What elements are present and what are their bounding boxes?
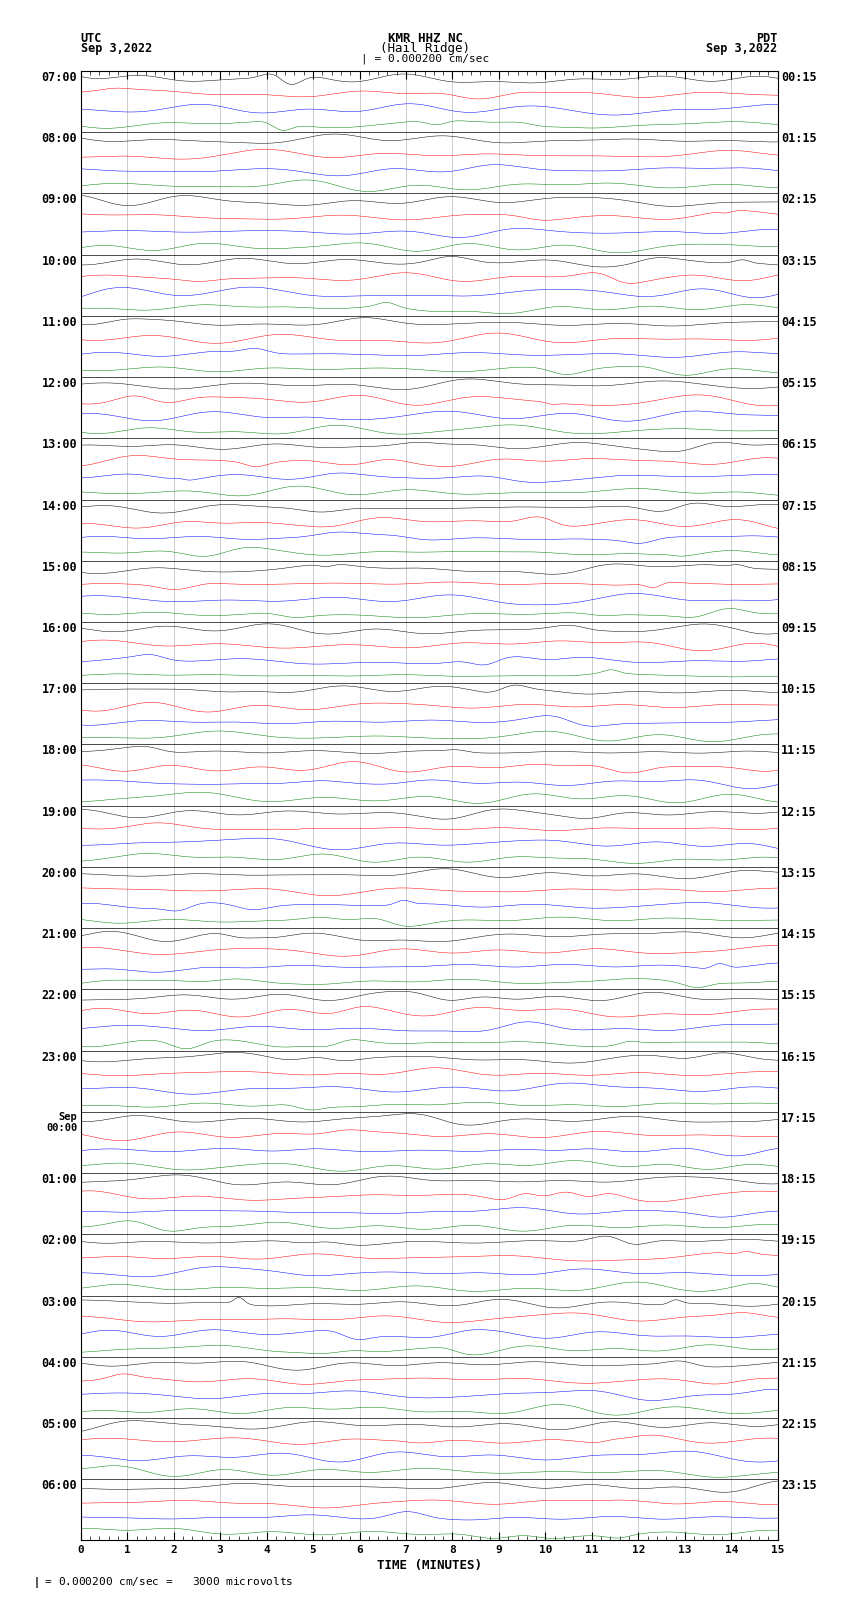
Text: 10:00: 10:00	[42, 255, 77, 268]
Text: UTC: UTC	[81, 32, 102, 45]
Text: 01:00: 01:00	[42, 1173, 77, 1186]
Text: | = 0.000200 cm/sec: | = 0.000200 cm/sec	[361, 53, 489, 65]
Text: 06:15: 06:15	[781, 439, 817, 452]
Text: 16:00: 16:00	[42, 623, 77, 636]
Text: 00:15: 00:15	[781, 71, 817, 84]
Text: 12:15: 12:15	[781, 806, 817, 819]
Text: 17:00: 17:00	[42, 684, 77, 697]
Text: 18:00: 18:00	[42, 745, 77, 758]
Text: 22:15: 22:15	[781, 1418, 817, 1431]
Text: 13:15: 13:15	[781, 866, 817, 881]
Text: 11:00: 11:00	[42, 316, 77, 329]
Text: 23:00: 23:00	[42, 1050, 77, 1063]
Text: 03:00: 03:00	[42, 1295, 77, 1308]
Text: 06:00: 06:00	[42, 1479, 77, 1492]
Text: 17:15: 17:15	[781, 1111, 817, 1124]
Text: 04:15: 04:15	[781, 316, 817, 329]
Text: 03:15: 03:15	[781, 255, 817, 268]
Text: 19:00: 19:00	[42, 806, 77, 819]
Text: 19:15: 19:15	[781, 1234, 817, 1247]
Text: 01:15: 01:15	[781, 132, 817, 145]
Text: 10:15: 10:15	[781, 684, 817, 697]
Text: 14:15: 14:15	[781, 927, 817, 940]
Text: 11:15: 11:15	[781, 745, 817, 758]
Text: 02:15: 02:15	[781, 194, 817, 206]
Text: 21:00: 21:00	[42, 927, 77, 940]
Text: 08:00: 08:00	[42, 132, 77, 145]
Text: 20:00: 20:00	[42, 866, 77, 881]
Text: 21:15: 21:15	[781, 1357, 817, 1369]
X-axis label: TIME (MINUTES): TIME (MINUTES)	[377, 1560, 482, 1573]
Text: 23:15: 23:15	[781, 1479, 817, 1492]
Text: 14:00: 14:00	[42, 500, 77, 513]
Text: 05:15: 05:15	[781, 377, 817, 390]
Text: 09:15: 09:15	[781, 623, 817, 636]
Text: 15:15: 15:15	[781, 989, 817, 1002]
Text: 20:15: 20:15	[781, 1295, 817, 1308]
Text: Sep 3,2022: Sep 3,2022	[706, 42, 778, 55]
Text: $\mathbf{|}$ = 0.000200 cm/sec =   3000 microvolts: $\mathbf{|}$ = 0.000200 cm/sec = 3000 mi…	[34, 1576, 293, 1590]
Text: 07:15: 07:15	[781, 500, 817, 513]
Text: Sep 3,2022: Sep 3,2022	[81, 42, 152, 55]
Text: 22:00: 22:00	[42, 989, 77, 1002]
Text: 05:00: 05:00	[42, 1418, 77, 1431]
Text: 16:15: 16:15	[781, 1050, 817, 1063]
Text: 07:00: 07:00	[42, 71, 77, 84]
Text: KMR HHZ NC: KMR HHZ NC	[388, 32, 462, 45]
Text: PDT: PDT	[756, 32, 778, 45]
Text: Sep
00:00: Sep 00:00	[46, 1111, 77, 1134]
Text: (Hail Ridge): (Hail Ridge)	[380, 42, 470, 55]
Text: 12:00: 12:00	[42, 377, 77, 390]
Text: 15:00: 15:00	[42, 561, 77, 574]
Text: 09:00: 09:00	[42, 194, 77, 206]
Text: 08:15: 08:15	[781, 561, 817, 574]
Text: 13:00: 13:00	[42, 439, 77, 452]
Text: 02:00: 02:00	[42, 1234, 77, 1247]
Text: 04:00: 04:00	[42, 1357, 77, 1369]
Text: 18:15: 18:15	[781, 1173, 817, 1186]
